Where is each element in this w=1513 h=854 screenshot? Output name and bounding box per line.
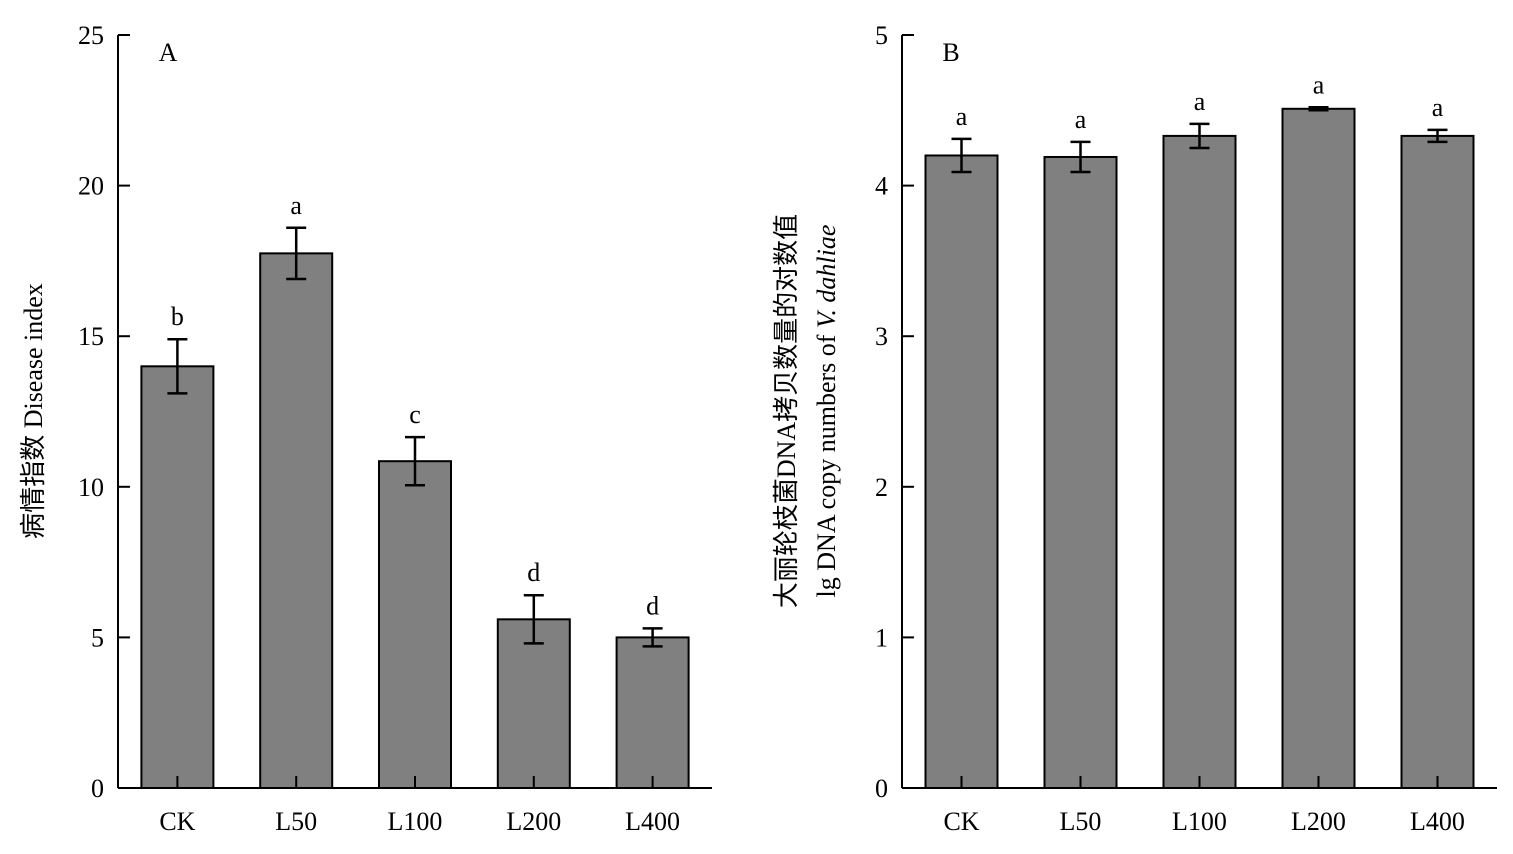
x-tick-label-a: L100 bbox=[388, 807, 443, 836]
y-axis-label-b-line1: 大丽轮枝菌DNA拷贝数量的对数值 bbox=[772, 214, 801, 608]
x-tick-label-b: L200 bbox=[1291, 807, 1346, 836]
y-tick-label-a: 15 bbox=[78, 322, 104, 351]
significance-label-a: d bbox=[646, 591, 659, 620]
y-axis-label-a: 病情指数 Disease index bbox=[19, 283, 48, 539]
y-tick-label-b: 1 bbox=[875, 623, 888, 652]
bar-ck bbox=[924, 154, 999, 790]
significance-label-a: d bbox=[527, 558, 540, 587]
x-tick-label-a: L50 bbox=[275, 807, 317, 836]
bar-l50 bbox=[1043, 155, 1118, 789]
y-tick-label-b: 0 bbox=[875, 774, 888, 803]
y-tick-label-b: 2 bbox=[875, 473, 888, 502]
bar-l100 bbox=[378, 460, 452, 789]
bar-l200 bbox=[1281, 107, 1356, 789]
x-tick-label-b: L400 bbox=[1410, 807, 1465, 836]
y-tick-label-b: 5 bbox=[875, 21, 888, 50]
x-tick-label-b: L50 bbox=[1060, 807, 1102, 836]
significance-label-b: a bbox=[956, 102, 968, 131]
y-axis-label-b-species: V. dahliae bbox=[812, 225, 841, 329]
x-tick-label-a: L200 bbox=[506, 807, 561, 836]
significance-label-a: b bbox=[171, 302, 184, 331]
x-tick-label-a: CK bbox=[159, 807, 195, 836]
panel-label-a: A bbox=[159, 38, 178, 67]
significance-label-b: a bbox=[1432, 93, 1444, 122]
y-axis-label-b-line2: lg DNA copy numbers of V. dahliae bbox=[812, 225, 841, 598]
bar-l100 bbox=[1162, 134, 1237, 790]
bar-l400 bbox=[1400, 134, 1475, 790]
significance-label-a: a bbox=[290, 191, 302, 220]
chart-panel-b: B 大丽轮枝菌DNA拷贝数量的对数值 lg DNA copy numbers o… bbox=[772, 21, 1497, 836]
y-tick-label-b: 3 bbox=[875, 322, 888, 351]
x-tick-label-b: L100 bbox=[1172, 807, 1227, 836]
y-tick-label-a: 10 bbox=[78, 473, 104, 502]
y-tick-label-a: 5 bbox=[91, 623, 104, 652]
bar-l50 bbox=[259, 252, 334, 789]
y-tick-label-a: 20 bbox=[78, 172, 104, 201]
chart-panel-a: A 病情指数 Disease index 0 5 10 15 20 25 CK b L50 a L1… bbox=[19, 21, 712, 836]
bar-ck bbox=[140, 365, 215, 789]
bar-l200 bbox=[496, 618, 571, 789]
y-axis-label-b-prefix: lg DNA copy numbers of bbox=[812, 328, 841, 597]
significance-label-a: c bbox=[409, 400, 421, 429]
significance-label-b: a bbox=[1075, 105, 1087, 134]
panel-label-b: B bbox=[942, 38, 959, 67]
bar-l400 bbox=[615, 636, 690, 790]
y-tick-label-a: 0 bbox=[91, 774, 104, 803]
significance-label-b: a bbox=[1313, 70, 1325, 99]
y-tick-label-a: 25 bbox=[78, 21, 104, 50]
x-tick-label-a: L400 bbox=[625, 807, 680, 836]
y-tick-label-b: 4 bbox=[875, 172, 888, 201]
x-tick-label-b: CK bbox=[943, 807, 979, 836]
significance-label-b: a bbox=[1194, 87, 1206, 116]
